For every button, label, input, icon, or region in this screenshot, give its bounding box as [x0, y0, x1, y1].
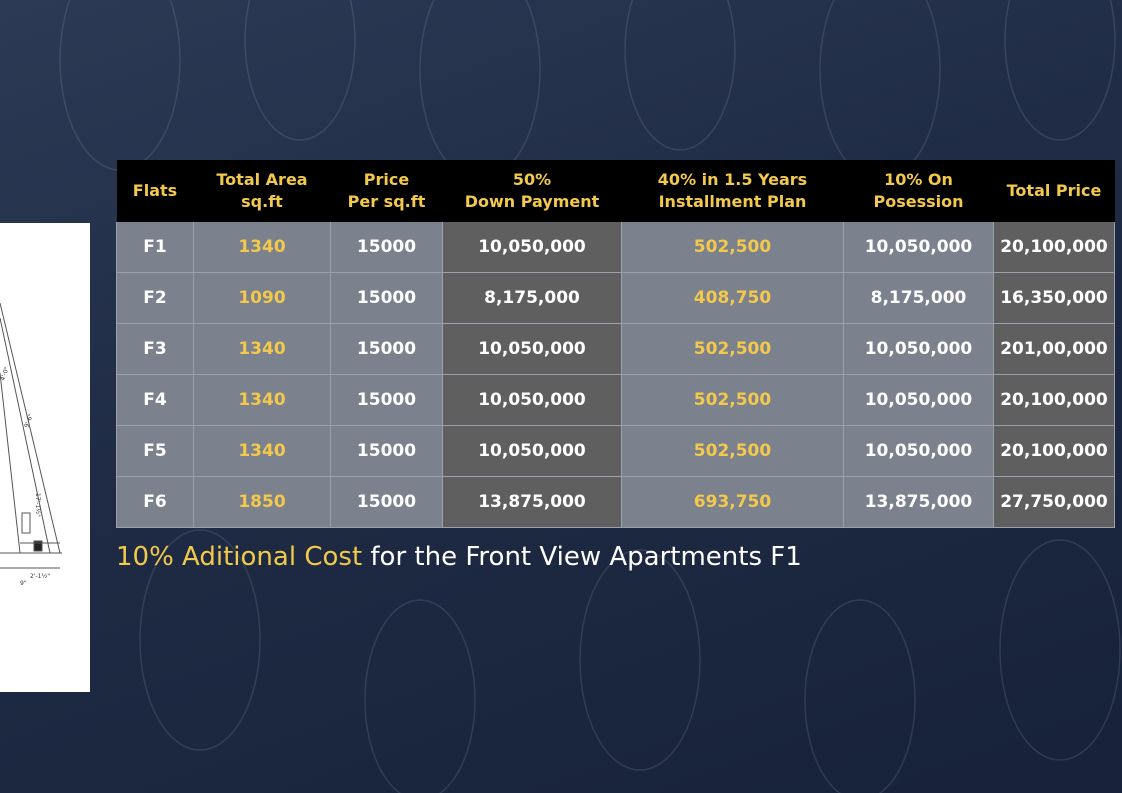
- price-table: Flats Total Area sq.ft Price Per sq.ft 5…: [116, 160, 1115, 528]
- cell-installment: 502,500: [621, 222, 844, 273]
- cell-total-price: 20,100,000: [993, 222, 1115, 273]
- header-total-price: Total Price: [993, 160, 1115, 222]
- cell-posession: 8,175,000: [843, 272, 994, 324]
- header-posession: 10% On Posession: [843, 160, 994, 222]
- cell-total-area: 1340: [193, 374, 331, 426]
- cell-price-per-sqft: 15000: [330, 476, 443, 528]
- cell-flat: F4: [116, 374, 194, 426]
- header-total-area: Total Area sq.ft: [193, 160, 331, 222]
- table-row: F2 1090 15000 8,175,000 408,750 8,175,00…: [116, 272, 1115, 324]
- cell-price-per-sqft: 15000: [330, 222, 443, 273]
- cell-total-price: 16,350,000: [993, 272, 1115, 324]
- cell-installment: 408,750: [621, 272, 844, 324]
- cell-total-area: 1340: [193, 323, 331, 375]
- cell-price-per-sqft: 15000: [330, 323, 443, 375]
- cell-installment: 502,500: [621, 323, 844, 375]
- cell-down-payment: 10,050,000: [442, 374, 622, 426]
- table-row: F4 1340 15000 10,050,000 502,500 10,050,…: [116, 374, 1115, 426]
- cell-total-area: 1090: [193, 272, 331, 324]
- floorplan-image: 4'-0" 9'-6" 17'-1½" 2'-1½" 9": [0, 223, 90, 692]
- cell-installment: 693,750: [621, 476, 844, 528]
- cell-total-price: 27,750,000: [993, 476, 1115, 528]
- cell-down-payment: 10,050,000: [442, 425, 622, 477]
- cell-down-payment: 8,175,000: [442, 272, 622, 324]
- cell-flat: F1: [116, 222, 194, 273]
- header-flats: Flats: [116, 160, 194, 222]
- cell-down-payment: 13,875,000: [442, 476, 622, 528]
- cell-price-per-sqft: 15000: [330, 272, 443, 324]
- table-header-row: Flats Total Area sq.ft Price Per sq.ft 5…: [116, 160, 1115, 222]
- cell-flat: F6: [116, 476, 194, 528]
- table-row: F3 1340 15000 10,050,000 502,500 10,050,…: [116, 323, 1115, 375]
- header-down-payment: 50% Down Payment: [442, 160, 622, 222]
- note-highlight: 10% Aditional Cost: [116, 542, 363, 572]
- cell-price-per-sqft: 15000: [330, 425, 443, 477]
- header-installment-plan: 40% in 1.5 Years Installment Plan: [621, 160, 844, 222]
- svg-text:17'-1½": 17'-1½": [34, 493, 41, 517]
- cell-posession: 10,050,000: [843, 374, 994, 426]
- header-price-per-sqft: Price Per sq.ft: [330, 160, 443, 222]
- cell-down-payment: 10,050,000: [442, 222, 622, 273]
- cell-flat: F5: [116, 425, 194, 477]
- cell-total-area: 1850: [193, 476, 331, 528]
- cell-total-price: 20,100,000: [993, 374, 1115, 426]
- cell-posession: 10,050,000: [843, 323, 994, 375]
- cell-total-price: 20,100,000: [993, 425, 1115, 477]
- cell-total-area: 1340: [193, 222, 331, 273]
- svg-text:9": 9": [20, 580, 27, 587]
- cell-price-per-sqft: 15000: [330, 374, 443, 426]
- cell-installment: 502,500: [621, 425, 844, 477]
- cell-posession: 10,050,000: [843, 222, 994, 273]
- table-row: F5 1340 15000 10,050,000 502,500 10,050,…: [116, 425, 1115, 477]
- table-row: F6 1850 15000 13,875,000 693,750 13,875,…: [116, 476, 1115, 528]
- cell-total-area: 1340: [193, 425, 331, 477]
- floorplan-drawing: 4'-0" 9'-6" 17'-1½" 2'-1½" 9": [0, 302, 62, 587]
- cell-flat: F2: [116, 272, 194, 324]
- note-text: for the Front View Apartments F1: [362, 542, 802, 572]
- cell-posession: 13,875,000: [843, 476, 994, 528]
- svg-text:4'-0": 4'-0": [0, 366, 11, 382]
- additional-cost-note: 10% Aditional Cost for the Front View Ap…: [116, 542, 802, 572]
- cell-total-price: 201,00,000: [993, 323, 1115, 375]
- cell-posession: 10,050,000: [843, 425, 994, 477]
- cell-down-payment: 10,050,000: [442, 323, 622, 375]
- svg-text:9'-6": 9'-6": [23, 413, 35, 429]
- cell-flat: F3: [116, 323, 194, 375]
- table-row: F1 1340 15000 10,050,000 502,500 10,050,…: [116, 222, 1115, 273]
- cell-installment: 502,500: [621, 374, 844, 426]
- svg-text:2'-1½": 2'-1½": [30, 573, 50, 580]
